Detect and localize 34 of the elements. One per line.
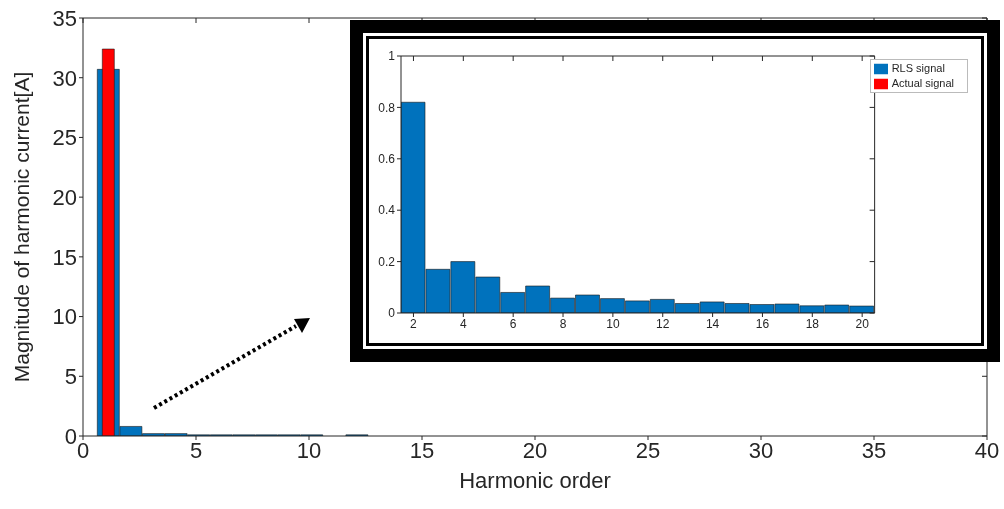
y-tick-label: 35: [52, 5, 77, 31]
x-tick-label: 18: [805, 316, 820, 331]
y-tick-label: 1: [388, 49, 396, 64]
x-tick-label: 16: [755, 316, 770, 331]
x-tick-label: 8: [559, 316, 567, 331]
x-tick-label: 6: [509, 316, 517, 331]
x-tick-label: 35: [861, 437, 887, 463]
x-tick-label: 15: [409, 437, 435, 463]
y-tick-label: 0.2: [378, 254, 396, 269]
x-tick-label: 20: [855, 316, 870, 331]
x-tick-label: 2: [410, 316, 418, 331]
y-tick-label: 20: [52, 184, 77, 210]
y-tick-label: 30: [52, 65, 77, 91]
x-tick-label: 4: [459, 316, 467, 331]
y-tick-label: 25: [52, 125, 77, 151]
x-tick-label: 20: [522, 437, 548, 463]
x-tick-label: 5: [189, 437, 203, 463]
y-tick-label: 0.8: [378, 100, 396, 115]
legend-label: RLS signal: [891, 62, 945, 74]
y-tick-label: 15: [52, 244, 77, 270]
y-tick-label: 0.4: [378, 203, 396, 218]
x-tick-label: 10: [296, 437, 322, 463]
x-tick-label: 12: [656, 316, 670, 331]
legend-label: Actual signal: [891, 77, 954, 90]
x-tick-label: 30: [748, 437, 774, 463]
y-tick-label: 0: [388, 306, 396, 321]
x-tick-label: 14: [705, 316, 720, 331]
y-axis-title: Magnitude of harmonic current[A]: [10, 71, 34, 383]
y-tick-label: 0.6: [378, 152, 396, 167]
x-tick-label: 10: [606, 316, 620, 331]
x-axis-title: Harmonic order: [459, 468, 611, 493]
y-tick-label: 5: [64, 364, 77, 390]
x-tick-label: 25: [635, 437, 661, 463]
x-tick-label: 40: [974, 437, 1000, 463]
